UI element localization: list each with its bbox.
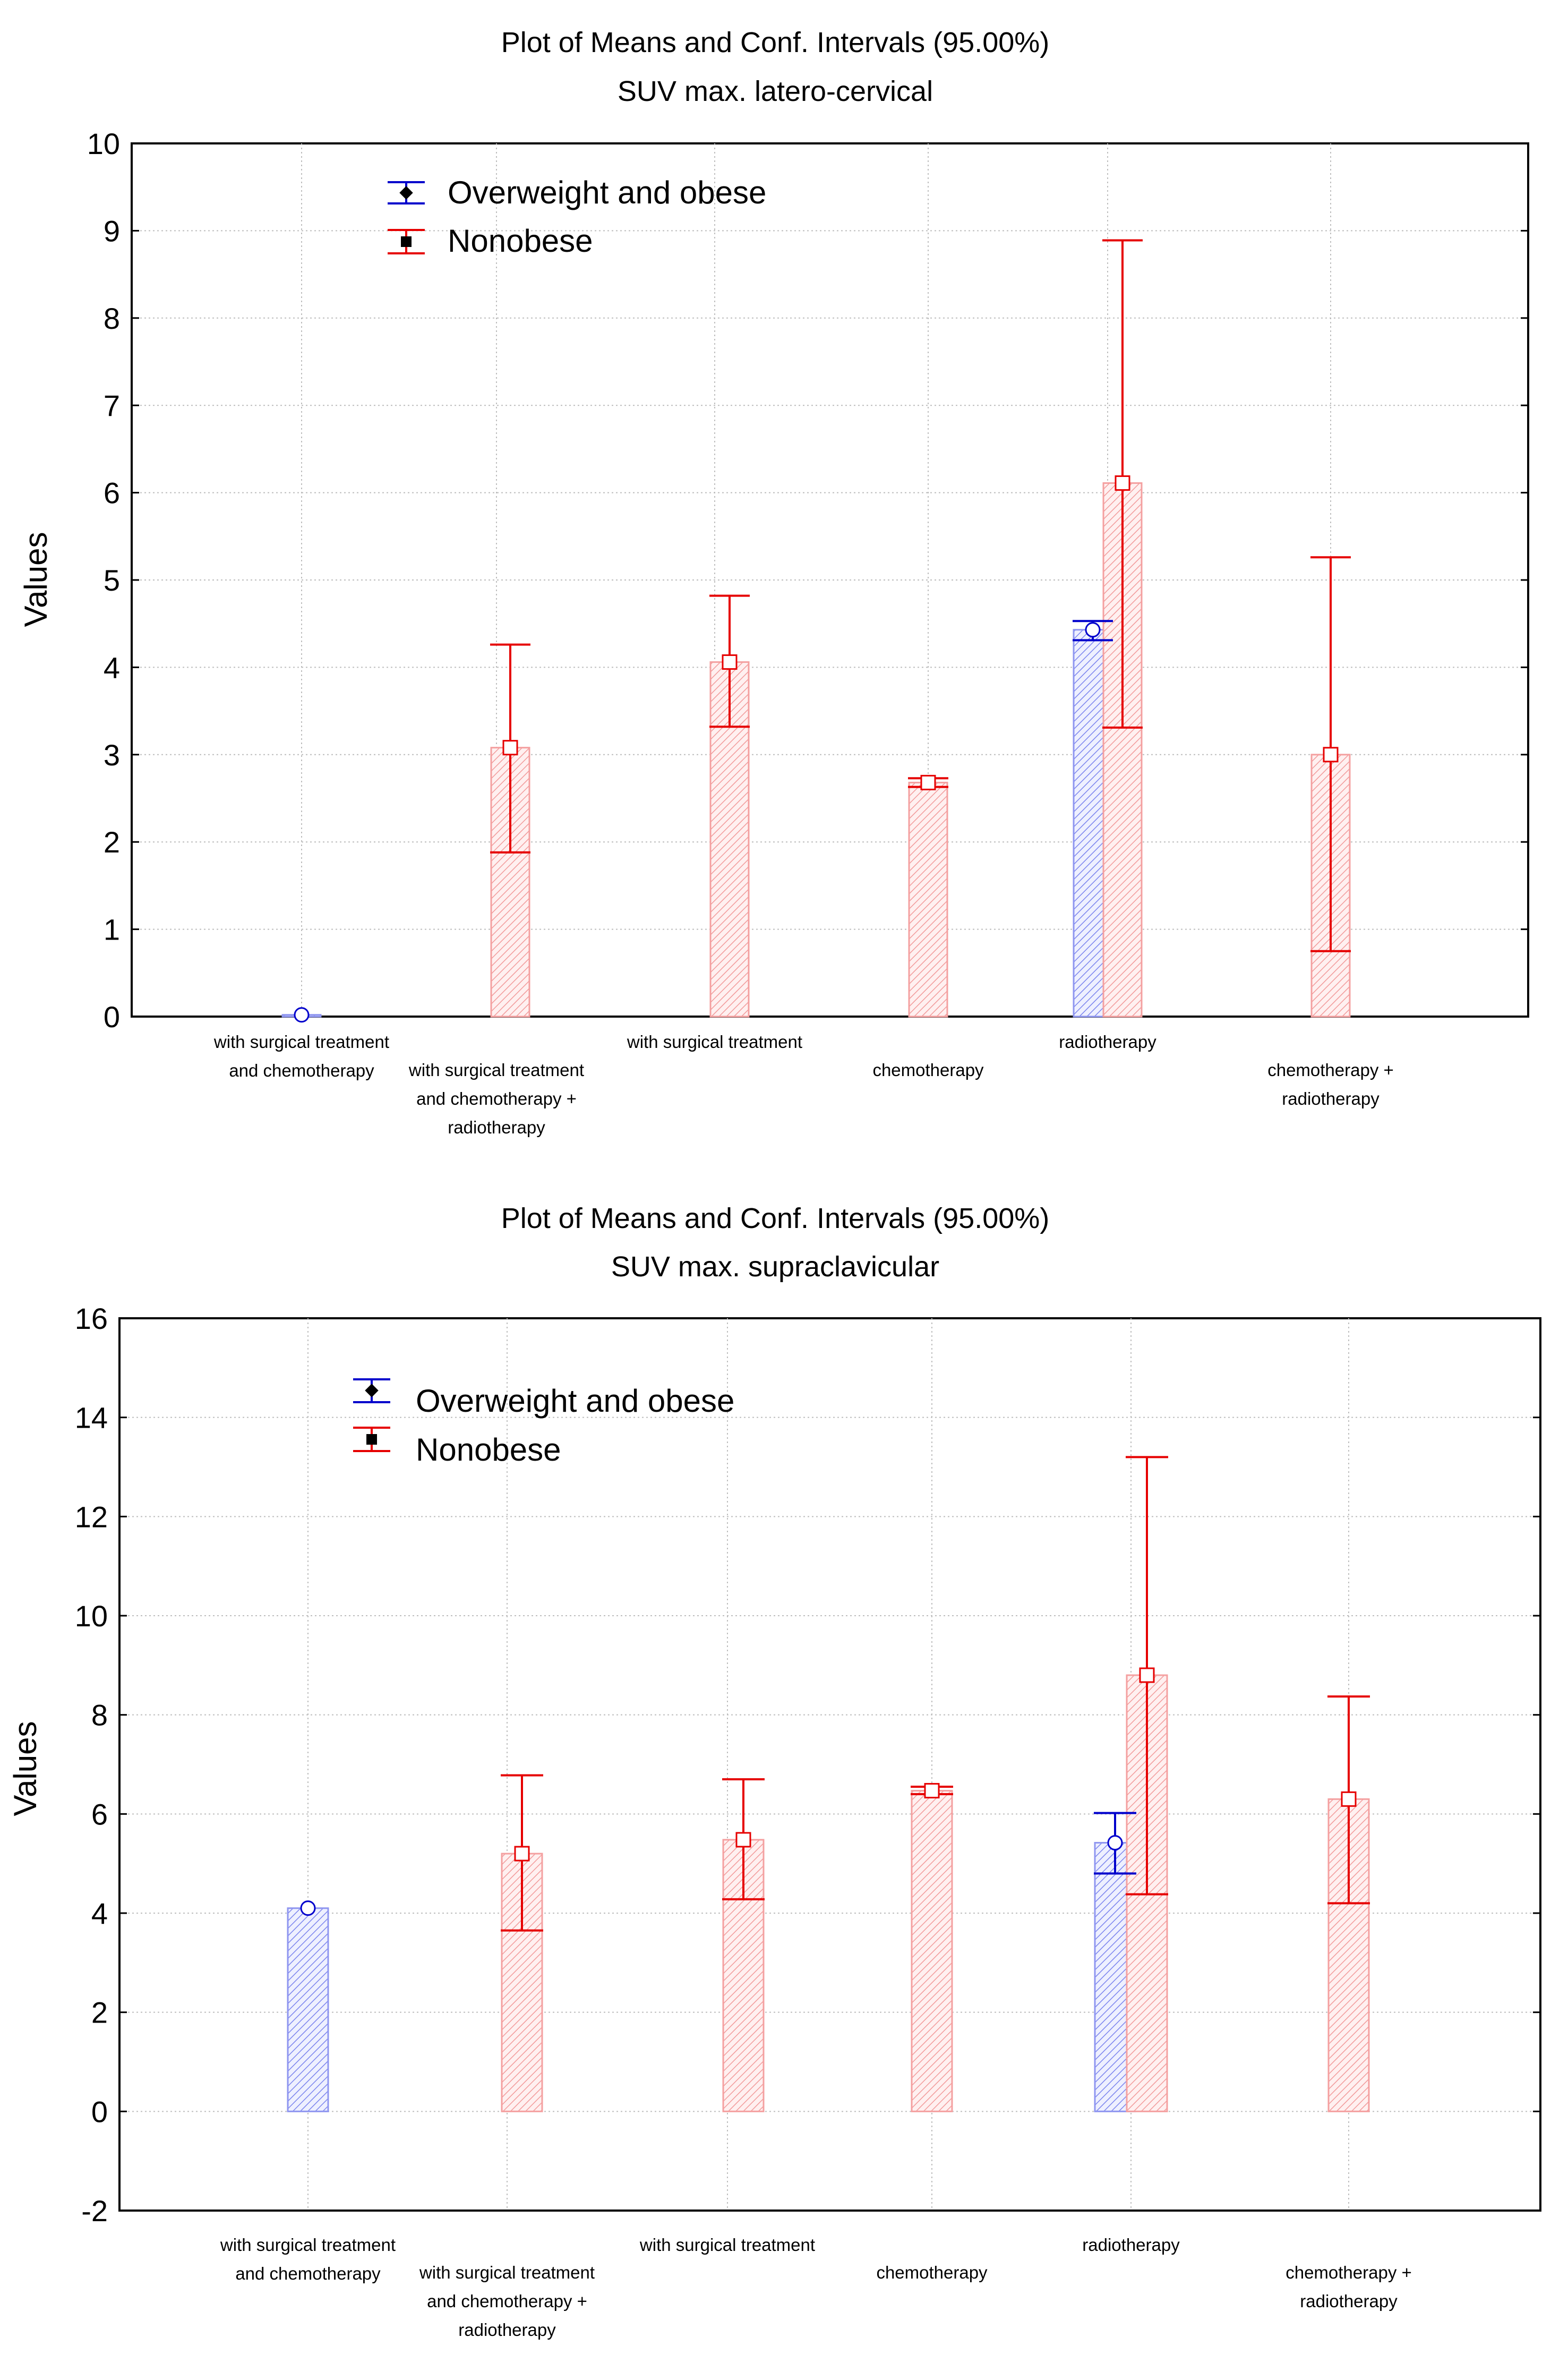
x-category-label: and chemotherapy [229,1061,374,1080]
chart-title: Plot of Means and Conf. Intervals (95.00… [501,27,1050,58]
x-axis-categories: with surgical treatment and chemotherapy w… [220,2235,1412,2340]
x-category-label: with surgical treatment [639,2235,815,2255]
x-category-label: with surgical treatment [213,1032,389,1052]
error-bars [294,239,1351,1023]
x-axis-categories: with surgical treatment and chemotherapy w… [213,1032,1394,1137]
mean-marker-circle [294,1007,310,1023]
chart-title: Plot of Means and Conf. Intervals (95.00… [501,1202,1050,1234]
x-category-label: radiotherapy [1300,2291,1398,2311]
x-category-label: chemotherapy [876,2263,988,2282]
y-axis-ticks: -2 0 2 4 6 8 10 12 14 16 [75,1302,1540,2228]
legend: Overweight and obese Nonobese [353,1378,734,1468]
mean-marker-square [502,740,518,756]
x-category-label: with surgical treatment [627,1032,802,1052]
y-tick-label: 1 [104,913,120,946]
chart-supraclavicular: Plot of Means and Conf. Intervals (95.00… [7,1202,1541,2340]
mean-marker-circle [1107,1835,1123,1850]
legend-item-nonobese: Nonobese [353,1427,561,1468]
y-tick-label: 0 [104,1000,120,1034]
mean-marker-square [1323,747,1339,763]
legend-label: Nonobese [448,223,593,259]
y-tick-label: 0 [91,2095,108,2128]
mean-marker-square [920,774,936,790]
chart-subtitle: SUV max. supraclavicular [611,1251,939,1283]
bar [908,781,948,1018]
x-category-label: radiotherapy [1082,2235,1180,2255]
bar [911,1789,953,2112]
y-tick-label: 5 [104,564,120,597]
mean-marker-circle [1085,622,1101,638]
y-tick-label: 8 [91,1699,108,1732]
x-category-label: chemotherapy + [1286,2263,1412,2282]
mean-marker-square [722,654,738,670]
y-tick-label: 14 [75,1401,108,1435]
y-tick-label: 8 [104,302,120,335]
x-category-label: and chemotherapy + [427,2291,587,2311]
mean-marker-square [514,1846,530,1862]
mean-marker-square [1139,1667,1155,1683]
plot-frame [118,1317,1541,2212]
y-tick-label: 6 [91,1797,108,1831]
gridlines [119,1318,1540,2211]
x-category-label: radiotherapy [1059,1032,1156,1052]
chart-subtitle: SUV max. latero-cervical [618,75,933,107]
x-category-label: radiotherapy [448,1117,545,1137]
x-category-label: and chemotherapy [235,2264,381,2283]
legend-item-nonobese: Nonobese [388,223,593,259]
legend-item-overweight: Overweight and obese [388,175,766,210]
legend-label: Overweight and obese [448,175,766,210]
x-category-label: radiotherapy [458,2320,556,2340]
y-tick-label: 7 [104,389,120,422]
y-axis-label: Values [18,532,54,627]
bars [287,1674,1370,2112]
y-tick-label: 3 [104,738,120,772]
y-tick-label: 6 [104,476,120,510]
chart-latero-cervical: Plot of Means and Conf. Intervals (95.00… [18,27,1529,1137]
y-axis-label: Values [7,1721,43,1816]
y-tick-label: 10 [75,1599,108,1633]
legend-marker-diamond [365,1384,379,1397]
x-category-label: chemotherapy [872,1060,984,1080]
y-tick-label: -2 [81,2194,108,2228]
bar [490,747,530,1018]
mean-marker-square [735,1832,751,1848]
x-category-label: with surgical treatment [408,1060,584,1080]
legend-label: Nonobese [416,1432,561,1468]
y-tick-label: 2 [91,1996,108,2029]
legend-marker-diamond [399,186,413,200]
y-tick-label: 16 [75,1302,108,1335]
x-category-label: chemotherapy + [1267,1060,1394,1080]
y-axis-ticks: 0 1 2 3 4 5 6 7 8 9 10 [87,127,1528,1034]
x-category-label: with surgical treatment [220,2235,396,2255]
y-tick-label: 4 [104,651,120,684]
y-tick-label: 12 [75,1500,108,1533]
mean-marker-square [1115,475,1130,491]
x-category-label: with surgical treatment [419,2263,595,2282]
y-tick-label: 10 [87,127,120,160]
legend-marker-square [401,236,412,247]
legend-marker-square [366,1434,377,1445]
y-tick-label: 2 [104,825,120,859]
legend-label: Overweight and obese [416,1383,734,1419]
mean-marker-square [924,1782,940,1798]
legend: Overweight and obese Nonobese [388,175,766,259]
error-bars [300,1456,1370,1932]
y-tick-label: 9 [104,214,120,248]
bar [287,1907,329,2112]
y-tick-label: 4 [91,1897,108,1930]
legend-item-overweight: Overweight and obese [353,1378,734,1419]
bars [281,482,1351,1018]
mean-marker-circle [300,1900,316,1916]
mean-marker-square [1341,1791,1357,1807]
x-category-label: radiotherapy [1282,1089,1380,1108]
x-category-label: and chemotherapy + [416,1089,577,1108]
